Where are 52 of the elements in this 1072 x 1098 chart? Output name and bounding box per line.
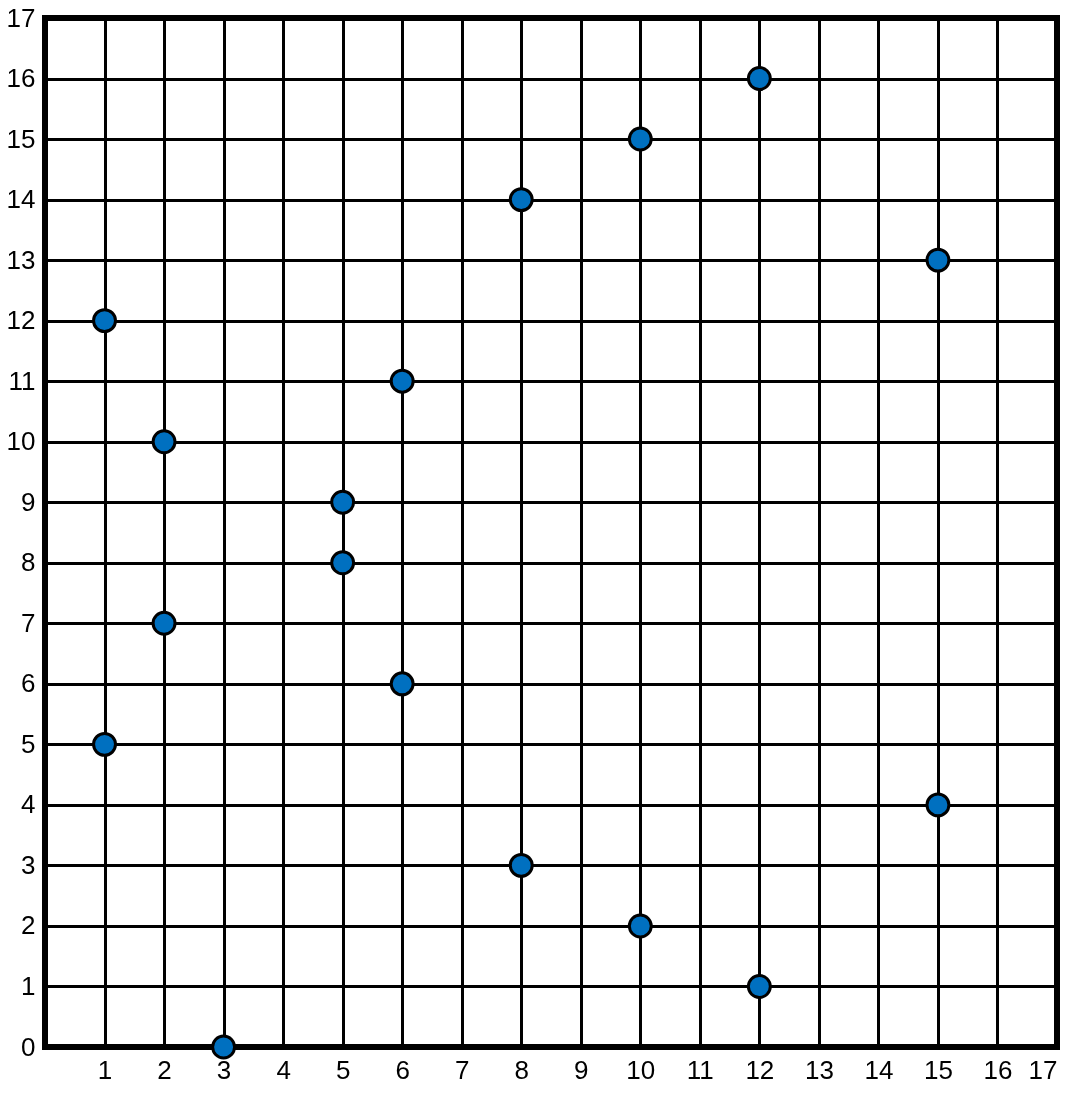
x-tick-label: 9 — [574, 1054, 589, 1085]
point — [508, 187, 534, 213]
x-tick-label: 10 — [626, 1054, 656, 1085]
point — [389, 368, 415, 394]
y-tick-label: 17 — [6, 2, 36, 33]
x-tick-label: 2 — [157, 1054, 172, 1085]
point — [746, 66, 772, 91]
point — [627, 126, 653, 152]
x-tick-label: 15 — [923, 1054, 953, 1085]
point — [925, 247, 951, 273]
point — [925, 792, 951, 818]
y-tick-label: 7 — [21, 607, 36, 638]
y-tick-label: 3 — [21, 849, 36, 880]
y-tick-label: 9 — [21, 486, 36, 517]
y-tick-label: 8 — [21, 547, 36, 578]
x-tick-label: 14 — [864, 1054, 894, 1085]
y-tick-label: 16 — [6, 63, 36, 94]
x-tick-label: 6 — [395, 1054, 410, 1085]
y-tick-label: 0 — [21, 1031, 36, 1062]
point — [151, 429, 177, 455]
x-tick-label: 13 — [804, 1054, 834, 1085]
point — [92, 308, 117, 334]
y-tick-label: 12 — [6, 305, 36, 336]
x-tick-label: 4 — [276, 1054, 291, 1085]
y-tick-label: 11 — [8, 365, 36, 396]
y-tick-label: 1 — [21, 970, 36, 1001]
point — [151, 610, 177, 636]
x-tick-label: 8 — [514, 1054, 529, 1085]
x-tick-label: 17 — [1028, 1054, 1058, 1085]
y-tick-label: 4 — [21, 789, 36, 820]
x-tick-label: 1 — [97, 1054, 113, 1085]
x-tick-label: 7 — [454, 1054, 470, 1085]
point — [389, 671, 415, 697]
point — [508, 852, 534, 878]
y-tick-label: 2 — [21, 910, 36, 941]
point — [211, 1034, 237, 1060]
point — [330, 550, 356, 576]
x-tick-label: 11 — [686, 1054, 714, 1085]
y-tick-label: 13 — [6, 244, 36, 275]
x-tick-label: 16 — [983, 1054, 1013, 1085]
y-tick-label: 10 — [6, 426, 36, 457]
point — [746, 974, 772, 999]
x-tick-label: 12 — [745, 1054, 775, 1085]
y-tick-label: 15 — [6, 123, 36, 154]
point — [92, 731, 117, 757]
point — [330, 489, 356, 515]
y-tick-label: 6 — [21, 668, 36, 699]
x-tick-label: 5 — [335, 1054, 351, 1085]
y-tick-label: 14 — [6, 184, 36, 215]
y-tick-label: 5 — [21, 728, 36, 759]
x-tick-label: 3 — [216, 1054, 232, 1085]
point — [627, 913, 653, 939]
